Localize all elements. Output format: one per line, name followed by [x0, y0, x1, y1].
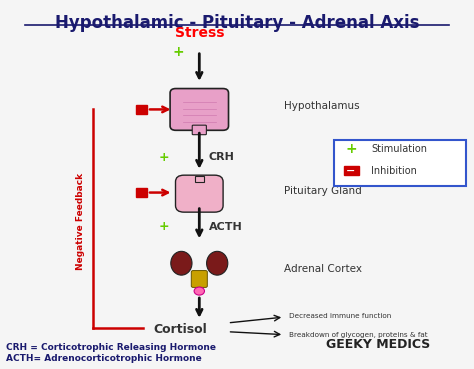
Text: Inhibition: Inhibition — [371, 166, 417, 176]
Text: −: − — [346, 166, 355, 176]
Text: Hypothalamic - Pituitary - Adrenal Axis: Hypothalamic - Pituitary - Adrenal Axis — [55, 14, 419, 32]
FancyBboxPatch shape — [170, 89, 228, 130]
Text: GEEKY MEDICS: GEEKY MEDICS — [326, 338, 430, 351]
Text: +: + — [172, 45, 184, 59]
Text: Stimulation: Stimulation — [371, 144, 427, 154]
Text: +: + — [159, 151, 169, 163]
Text: CRH: CRH — [209, 152, 235, 162]
Text: ACTH: ACTH — [209, 222, 243, 232]
Text: Cortisol: Cortisol — [154, 323, 207, 336]
Bar — [195, 176, 203, 183]
Text: Stress: Stress — [174, 26, 224, 40]
Bar — [136, 188, 147, 197]
FancyBboxPatch shape — [191, 270, 207, 287]
Text: Hypothalamus: Hypothalamus — [284, 101, 360, 111]
Text: Decreased immune function: Decreased immune function — [289, 313, 391, 319]
FancyBboxPatch shape — [175, 175, 223, 212]
Text: Breakdown of glycogen, proteins & fat: Breakdown of glycogen, proteins & fat — [289, 332, 428, 338]
Text: Negative Feedback: Negative Feedback — [75, 173, 84, 270]
Text: +: + — [159, 220, 169, 233]
Circle shape — [194, 287, 204, 295]
Text: Adrenal Cortex: Adrenal Cortex — [284, 265, 362, 275]
Text: +: + — [346, 142, 357, 156]
FancyBboxPatch shape — [334, 140, 465, 186]
Bar — [345, 166, 358, 175]
Bar — [136, 105, 147, 114]
Text: Pituitary Gland: Pituitary Gland — [284, 186, 362, 196]
Text: CRH = Corticotrophic Releasing Hormone: CRH = Corticotrophic Releasing Hormone — [6, 343, 216, 352]
FancyBboxPatch shape — [192, 125, 206, 135]
Ellipse shape — [171, 251, 192, 275]
Text: ACTH= Adrenocorticotrophic Hormone: ACTH= Adrenocorticotrophic Hormone — [6, 354, 202, 363]
Ellipse shape — [207, 251, 228, 275]
